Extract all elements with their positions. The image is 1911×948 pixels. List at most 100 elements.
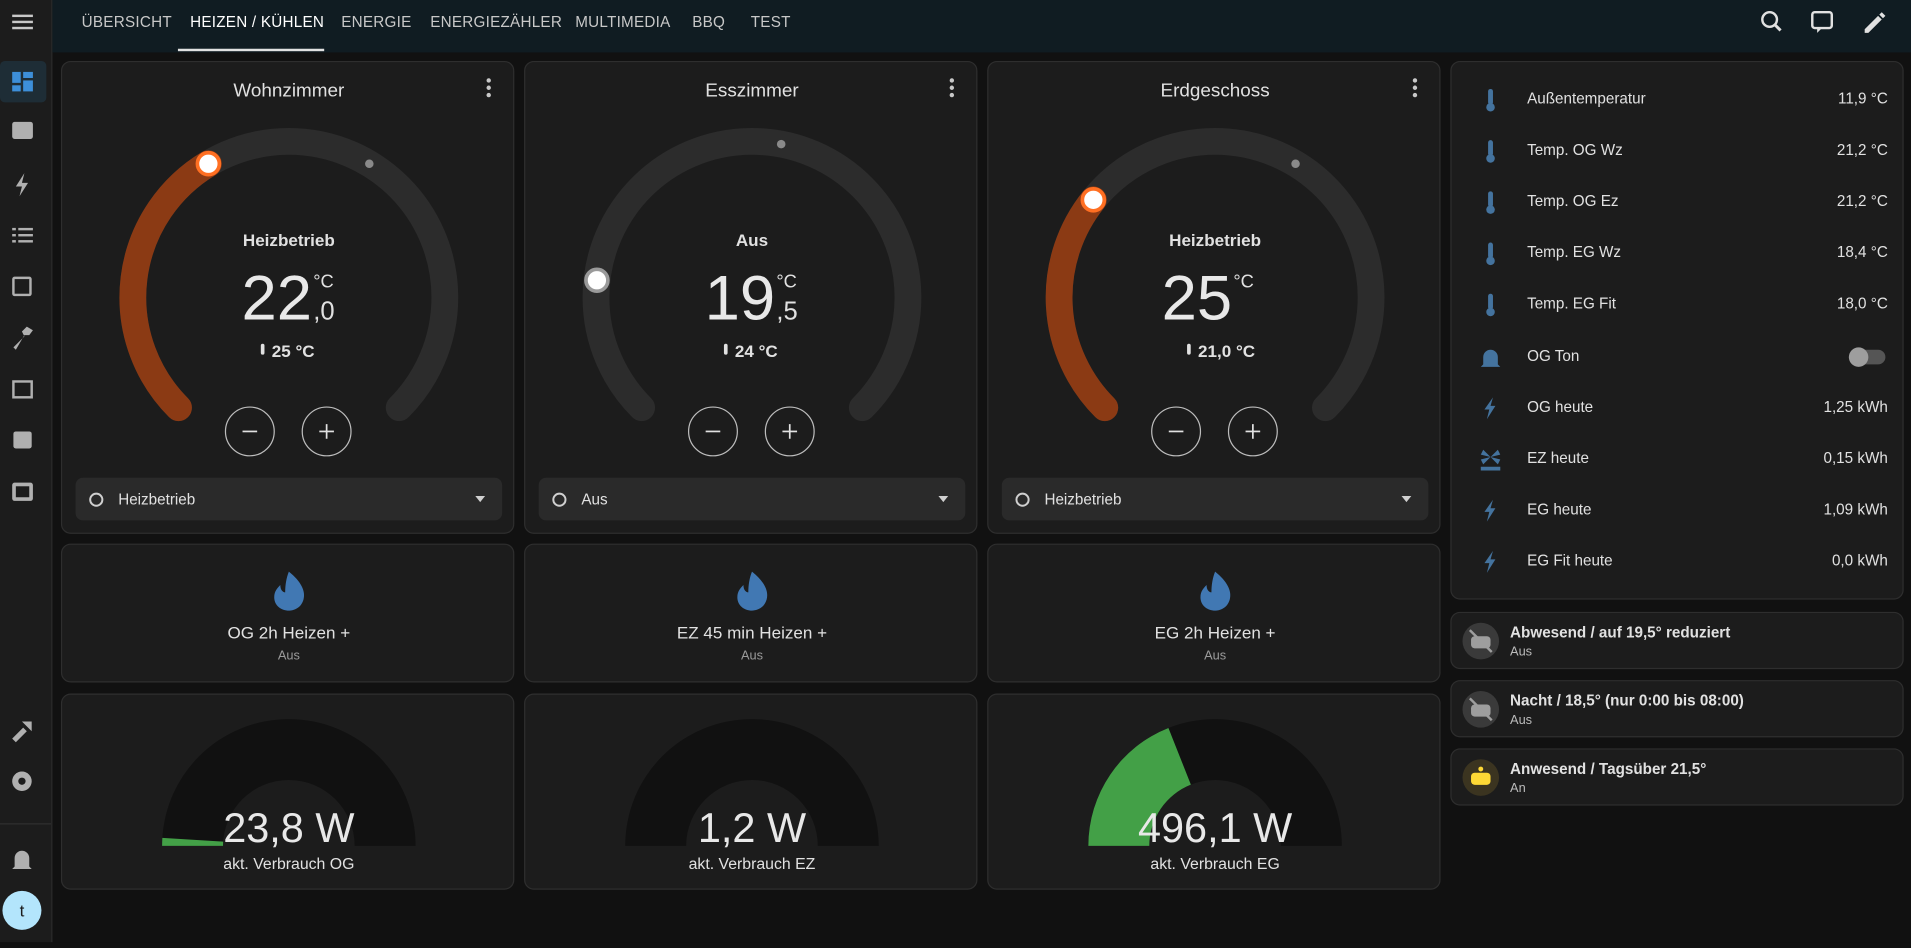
menu-dot xyxy=(486,85,491,90)
nav-tab[interactable]: ENERGIE xyxy=(341,13,412,31)
menu-dot xyxy=(486,92,491,98)
notifications-icon[interactable] xyxy=(12,850,32,869)
thermostat-card: Wohnzimmer Heizbetrieb 22 °C ,0 25 °C Heizbetr… xyxy=(60,60,515,534)
select-box xyxy=(538,477,966,521)
media-browser-icon[interactable] xyxy=(13,431,32,449)
nav-tab[interactable]: HEIZEN / KÜHLEN xyxy=(190,13,325,31)
more-menu[interactable] xyxy=(486,78,491,98)
entity-row: Außentemperatur 11,9 °C xyxy=(1452,88,1903,112)
setpoint-handle[interactable] xyxy=(1080,187,1107,213)
logbook-icon[interactable] xyxy=(12,227,33,243)
menu-dot xyxy=(949,78,955,83)
gauge: 1,2 W akt. Verbrauch EZ xyxy=(625,719,879,873)
mode-select[interactable]: Aus xyxy=(538,477,966,521)
select-icon xyxy=(89,492,104,507)
automation-icon xyxy=(1462,759,1500,796)
select-arrow xyxy=(1401,496,1412,503)
gauge-track xyxy=(162,719,416,846)
button-glyph xyxy=(1252,424,1254,439)
thermo-bulb xyxy=(1486,308,1495,317)
gauge-fill xyxy=(162,837,224,846)
nav-tab[interactable]: TEST xyxy=(750,13,791,31)
entity-value: 21,2 °C xyxy=(1836,192,1888,210)
nav-tab[interactable]: MULTIMEDIA xyxy=(575,13,671,31)
entity-name: Temp. EG Fit xyxy=(1527,295,1616,313)
automation-card[interactable]: Abwesend / auf 19,5° reduziert Aus xyxy=(1450,611,1904,670)
avatar[interactable] xyxy=(2,890,42,930)
flame-icon xyxy=(737,571,768,611)
select-value: Heizbetrieb xyxy=(118,492,195,509)
automation-card[interactable]: Nacht / 18,5° (nur 0:00 bis 08:00) Aus xyxy=(1450,680,1904,738)
button-ring xyxy=(1151,406,1202,457)
entity-icon xyxy=(1486,88,1495,112)
setpoint-handle[interactable] xyxy=(584,267,610,294)
target-unit: °C xyxy=(776,271,797,292)
button-state: Aus xyxy=(1204,647,1226,662)
button-card[interactable]: EZ 45 min Heizen + Aus xyxy=(524,543,978,683)
target-unit: °C xyxy=(1233,271,1254,292)
entities-card: Außentemperatur 11,9 °C Temp. OG Wz 21,2 °C… xyxy=(1450,60,1904,600)
toggle-knob xyxy=(1848,346,1869,367)
gauge: 496,1 W akt. Verbrauch EG xyxy=(1088,719,1342,873)
flash-icon xyxy=(1484,550,1496,573)
gauge-fill xyxy=(1045,186,1119,422)
robot-antenna xyxy=(1478,766,1484,772)
toggle[interactable] xyxy=(1848,346,1886,367)
target-temp: 19 xyxy=(705,263,775,333)
hvac-action: Heizbetrieb xyxy=(1169,231,1261,250)
flash-icon xyxy=(1484,396,1496,419)
bell-icon xyxy=(1480,349,1501,367)
thermo-icon xyxy=(1488,242,1493,259)
energy-icon[interactable] xyxy=(15,173,29,197)
automation-card[interactable]: Anwesend / Tagsüber 21,5° An xyxy=(1450,748,1904,806)
entity-icon xyxy=(1486,242,1495,266)
mode-select[interactable]: Heizbetrieb xyxy=(1001,477,1429,521)
robot-head xyxy=(1471,772,1491,785)
gauge-value: 1,2 W xyxy=(698,804,806,851)
plus-button[interactable] xyxy=(764,406,815,457)
thermo-bulb xyxy=(1486,256,1495,266)
plus-button[interactable] xyxy=(1227,406,1278,457)
menu-icon[interactable] xyxy=(12,14,33,18)
fan-icon xyxy=(1480,449,1501,471)
entity-name: Temp. OG Ez xyxy=(1527,192,1619,210)
entity-row: Temp. OG Ez 21,2 °C xyxy=(1452,190,1903,215)
plus-button[interactable] xyxy=(301,406,352,457)
automation-state: Aus xyxy=(1510,644,1533,660)
entity-name: Temp. EG Wz xyxy=(1527,244,1622,262)
button-card[interactable]: EG 2h Heizen + Aus xyxy=(987,543,1441,683)
button-name: EG 2h Heizen + xyxy=(1155,624,1276,643)
tools-icon[interactable] xyxy=(13,326,33,350)
select-arrow xyxy=(938,496,949,503)
setpoint-handle[interactable] xyxy=(195,150,222,177)
nav-tab[interactable]: BBQ xyxy=(692,13,726,31)
button-name: EZ 45 min Heizen + xyxy=(677,624,827,643)
nav-tab[interactable]: ÜBERSICHT xyxy=(81,13,172,31)
button-card[interactable]: OG 2h Heizen + Aus xyxy=(60,543,515,683)
edit-icon[interactable] xyxy=(1864,12,1886,33)
mode-select[interactable]: Heizbetrieb xyxy=(75,477,503,521)
nav-tab[interactable]: ENERGIEZÄHLER xyxy=(430,13,563,31)
thermostat-card: Esszimmer Aus 19 °C ,5 24 °C Aus xyxy=(524,60,978,534)
more-menu[interactable] xyxy=(1412,78,1418,98)
current-temp: 21,0 °C xyxy=(1198,342,1255,361)
entity-value: 0,15 kWh xyxy=(1823,449,1888,467)
map-icon[interactable] xyxy=(12,121,33,139)
dev-tools-icon[interactable] xyxy=(12,721,32,743)
thermo-icon xyxy=(1488,88,1493,105)
current-dot xyxy=(1291,159,1300,168)
minus-button[interactable] xyxy=(224,406,275,457)
more-menu[interactable] xyxy=(949,78,955,98)
select-box xyxy=(1001,477,1429,521)
current-temp: 25 °C xyxy=(272,342,315,361)
button-state: Aus xyxy=(278,647,300,662)
button-ring xyxy=(1227,406,1278,457)
minus-button[interactable] xyxy=(1151,406,1202,457)
button-glyph xyxy=(242,430,258,433)
minus-button[interactable] xyxy=(687,406,738,457)
button-glyph xyxy=(788,424,791,439)
search-icon[interactable] xyxy=(1761,10,1779,29)
gauge-card: 1,2 W akt. Verbrauch EZ xyxy=(524,693,978,890)
assist-icon[interactable] xyxy=(1811,10,1833,30)
entity-value: 0,0 kWh xyxy=(1831,551,1888,570)
